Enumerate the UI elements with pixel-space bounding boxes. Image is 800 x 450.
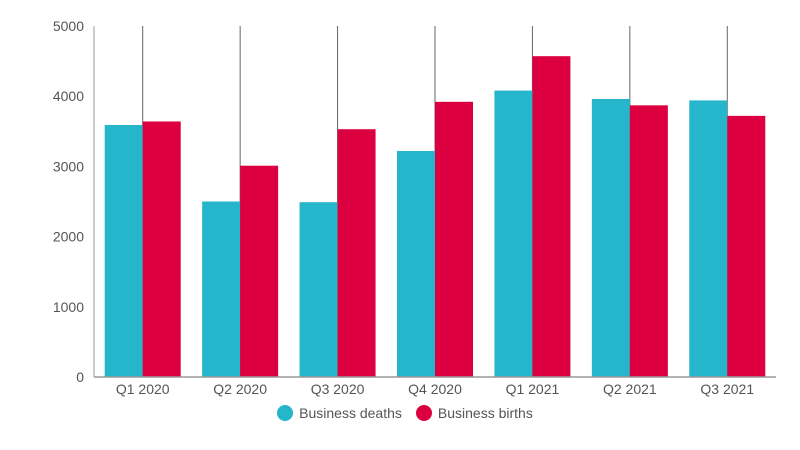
y-tick-label: 0	[76, 369, 84, 385]
y-tick-label: 5000	[53, 18, 84, 34]
x-tick-label: Q2 2020	[213, 381, 267, 397]
x-tick-label: Q1 2020	[116, 381, 170, 397]
bar-business-births[interactable]	[240, 165, 279, 377]
y-tick-label: 1000	[53, 299, 84, 315]
legend-label-deaths: Business deaths	[299, 405, 402, 421]
y-tick-labels: 0 1000 2000 3000 4000 5000	[53, 18, 84, 385]
bar-business-deaths[interactable]	[104, 124, 143, 378]
bars	[104, 56, 766, 378]
legend-label-births: Business births	[437, 405, 533, 421]
x-tick-label: Q3 2020	[311, 381, 365, 397]
bar-business-births[interactable]	[337, 129, 376, 377]
x-tick-label: Q3 2021	[700, 381, 754, 397]
legend-swatch-births	[415, 405, 432, 421]
y-tick-label: 2000	[53, 229, 84, 245]
y-tick-label: 3000	[53, 158, 84, 174]
bar-business-births[interactable]	[629, 105, 668, 378]
axes	[93, 26, 776, 378]
bar-business-births[interactable]	[435, 101, 473, 377]
bar-business-deaths[interactable]	[689, 100, 728, 378]
bar-business-deaths[interactable]	[494, 90, 533, 378]
bar-business-deaths[interactable]	[202, 201, 241, 378]
legend-item-births[interactable]: Business births	[415, 405, 533, 421]
x-tick-labels: Q1 2020 Q2 2020 Q3 2020 Q4 2020 Q1 2021 Q2 20…	[116, 381, 754, 397]
x-tick-label: Q2 2021	[603, 381, 657, 397]
legend: Business deaths Business births	[0, 405, 800, 421]
y-tick-label: 4000	[53, 88, 84, 104]
x-tick-label: Q1 2021	[506, 381, 560, 397]
bar-business-births[interactable]	[532, 56, 571, 377]
bar-business-births[interactable]	[727, 115, 766, 377]
x-tick-label: Q4 2020	[408, 381, 462, 397]
legend-item-deaths[interactable]: Business deaths	[277, 405, 402, 421]
bar-business-births[interactable]	[142, 121, 181, 377]
bar-business-deaths[interactable]	[397, 150, 435, 377]
bar-business-deaths[interactable]	[299, 202, 338, 377]
legend-swatch-deaths	[277, 405, 294, 421]
bar-business-deaths[interactable]	[591, 99, 630, 378]
